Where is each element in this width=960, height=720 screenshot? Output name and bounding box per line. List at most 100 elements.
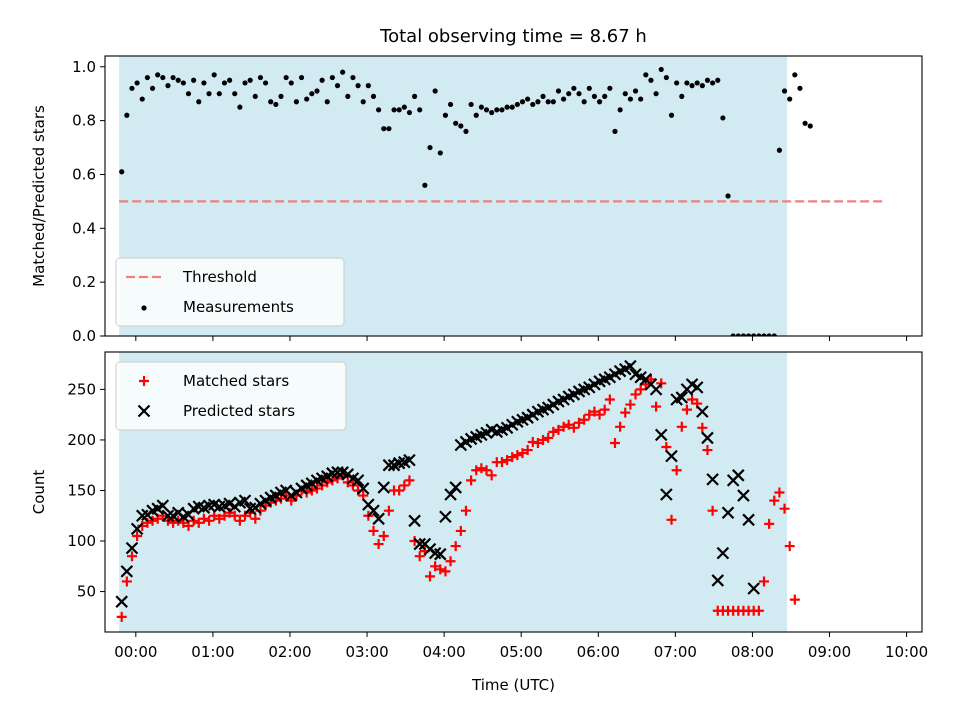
- data-point: [591, 93, 598, 99]
- series-predicted-stars: [115, 359, 760, 608]
- data-point: [216, 91, 222, 97]
- data-point: [609, 437, 620, 448]
- y-tick-label: 0.8: [72, 112, 96, 130]
- legend: Matched stars Predicted stars: [115, 361, 347, 431]
- series-measurements: [119, 66, 813, 336]
- data-point: [787, 96, 793, 102]
- data-point: [132, 530, 143, 541]
- data-point: [473, 112, 479, 118]
- data-point: [679, 93, 685, 99]
- data-point: [119, 169, 125, 175]
- data-point: [126, 551, 137, 562]
- data-point: [115, 595, 128, 608]
- data-point: [425, 571, 436, 582]
- data-point: [396, 107, 402, 113]
- data-point: [716, 546, 730, 560]
- legend: Threshold Measurements: [115, 257, 345, 327]
- data-point: [620, 407, 631, 418]
- data-point: [545, 99, 551, 105]
- data-point: [439, 510, 452, 524]
- x-tick-label: 02:00: [268, 643, 311, 661]
- x-tick-label: 07:00: [654, 643, 697, 661]
- data-point: [555, 88, 562, 94]
- data-point: [494, 107, 500, 113]
- data-point: [596, 99, 603, 105]
- data-point: [134, 80, 140, 86]
- data-point: [579, 414, 590, 425]
- legend-box: [115, 257, 345, 327]
- data-point: [558, 421, 569, 432]
- data-point: [751, 333, 757, 336]
- data-point: [502, 455, 513, 466]
- data-point: [514, 101, 520, 108]
- data-point: [360, 99, 366, 105]
- data-point: [250, 513, 261, 524]
- data-point: [125, 541, 139, 555]
- data-point: [466, 475, 477, 486]
- data-point: [701, 431, 714, 445]
- data-point: [489, 109, 495, 116]
- data-point: [638, 96, 644, 102]
- data-point: [665, 449, 678, 463]
- data-point: [188, 515, 199, 526]
- data-point: [201, 80, 207, 86]
- data-point: [391, 107, 397, 113]
- data-point: [383, 505, 394, 516]
- data-point: [663, 74, 669, 81]
- y-tick-label: 100: [67, 532, 96, 550]
- data-point: [155, 72, 161, 78]
- data-point: [381, 126, 387, 132]
- data-point: [781, 88, 788, 94]
- data-point: [156, 499, 170, 512]
- data-point: [401, 104, 407, 110]
- data-point: [196, 99, 202, 105]
- data-point: [334, 83, 341, 89]
- data-point: [789, 594, 800, 605]
- data-point: [656, 378, 667, 389]
- data-point: [278, 93, 284, 99]
- data-point: [288, 80, 294, 86]
- x-tick-label: 05:00: [500, 643, 543, 661]
- data-point: [468, 101, 474, 108]
- data-point: [120, 565, 134, 578]
- panel-1: 50 100 150 200 250 00:00 01:00 02:00 03:00 04:00 0…: [30, 351, 928, 694]
- data-point: [543, 432, 554, 443]
- data-point: [175, 77, 181, 83]
- data-point: [411, 93, 418, 99]
- y-tick-label: 0.2: [72, 273, 96, 291]
- y-tick-label: 250: [67, 380, 96, 398]
- data-point: [624, 359, 637, 373]
- data-point: [116, 611, 127, 622]
- data-point: [721, 506, 735, 519]
- data-point: [373, 539, 384, 550]
- data-point: [697, 422, 708, 433]
- data-point: [293, 99, 300, 105]
- data-point: [257, 74, 264, 81]
- data-point: [442, 112, 449, 118]
- data-point: [769, 495, 780, 506]
- data-point: [161, 509, 175, 523]
- data-point: [252, 93, 258, 99]
- data-point: [180, 80, 186, 86]
- y-tick-label: 0.4: [72, 219, 96, 237]
- data-point: [129, 85, 135, 91]
- data-point: [668, 112, 675, 118]
- data-point: [350, 74, 356, 81]
- data-point: [632, 88, 639, 94]
- data-point: [630, 389, 641, 400]
- data-point: [422, 182, 428, 188]
- data-point: [481, 465, 492, 476]
- data-point: [615, 421, 626, 432]
- data-point: [427, 144, 433, 151]
- data-point: [247, 77, 253, 83]
- data-point: [568, 422, 579, 433]
- data-point: [394, 485, 405, 496]
- data-point: [507, 452, 518, 463]
- data-point: [653, 91, 659, 97]
- data-point: [706, 473, 719, 486]
- data-point: [711, 574, 725, 587]
- data-point: [784, 541, 795, 552]
- data-point: [666, 514, 677, 525]
- data-point: [525, 96, 531, 102]
- data-point: [699, 83, 705, 89]
